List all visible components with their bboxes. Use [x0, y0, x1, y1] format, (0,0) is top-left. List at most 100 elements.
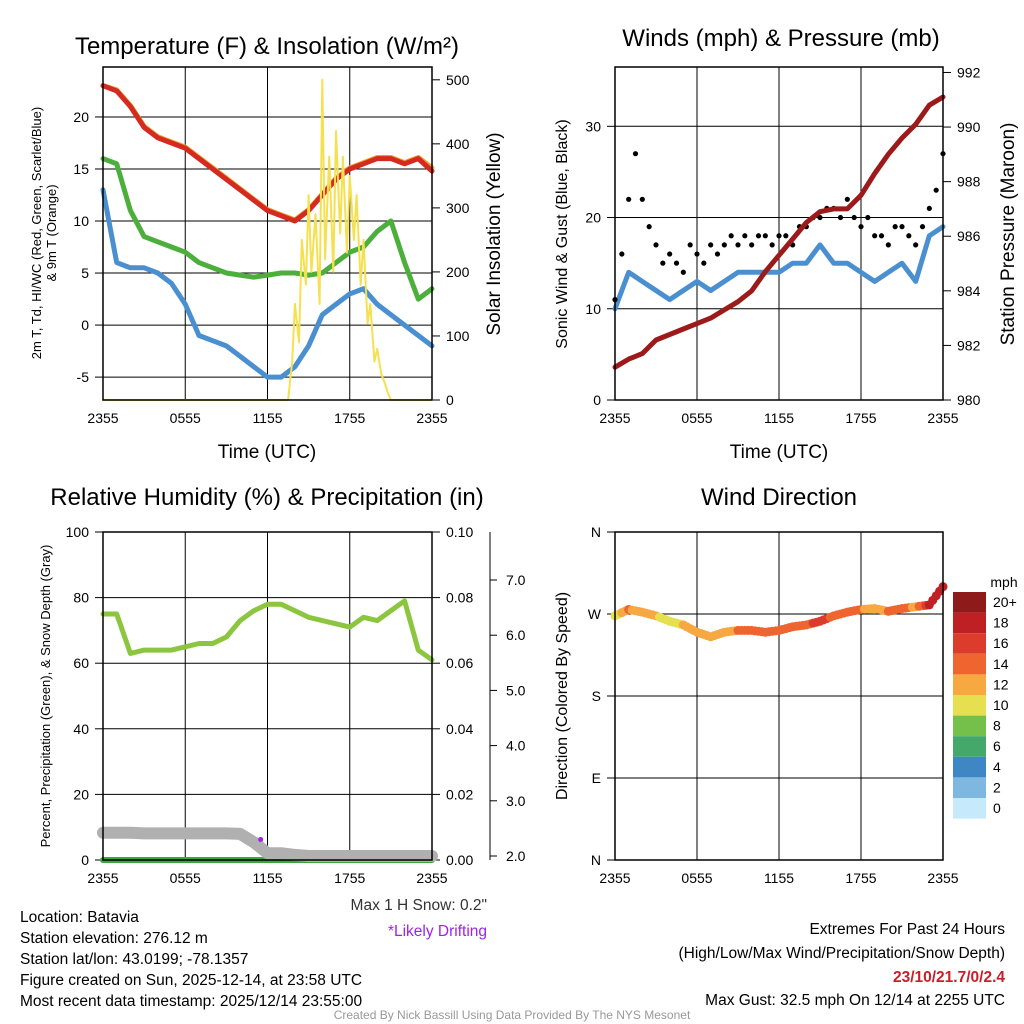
chart0-y2-tick-label: 400: [446, 136, 470, 152]
chart1-y-tick-label: 0: [593, 392, 601, 408]
chart3-y-tick-label: S: [592, 688, 601, 704]
chart1-series-gust-point: [926, 205, 932, 212]
chart3-legend-label: 2: [993, 779, 1001, 795]
chart1-x-tick-label: 2355: [927, 410, 958, 426]
chart0-series-9m-t-line: [100, 83, 435, 224]
chart2-y2-tick-label: 0.10: [446, 524, 473, 540]
chart3-legend-swatch: [953, 715, 986, 737]
chart1-series-gust-point: [667, 251, 673, 257]
chart1-series-gust-point: [619, 251, 625, 257]
chart1-series-gust-point: [906, 233, 912, 239]
chart3-legend-swatch: [953, 612, 986, 634]
chart2-plot-frame: [102, 531, 433, 861]
location-text: Location: Batavia: [20, 909, 139, 926]
chart3-legend-label: 16: [993, 635, 1009, 651]
chart0-plot-frame: [102, 66, 433, 401]
chart3-legend-label: 8: [993, 718, 1001, 734]
chart1-y2-tick-label: 992: [957, 64, 981, 80]
chart2-x-tick-label: 1155: [252, 870, 282, 886]
chart1-series-gust-point: [892, 224, 898, 230]
chart1-y2-tick-label: 986: [957, 228, 981, 244]
chart3-legend-swatch: [953, 633, 986, 654]
chart3-legend-swatch: [953, 798, 986, 819]
chart3-legend-swatch: [953, 777, 986, 798]
chart1-series-gust-point: [755, 233, 762, 239]
chart1-series-gust-point: [762, 233, 768, 239]
chart3-legend-label: 20+: [993, 594, 1017, 610]
chart2-x-tick-label: 2355: [416, 870, 447, 886]
chart1-series-gust-point: [653, 242, 659, 248]
chart1-y2-tick-label: 984: [957, 283, 981, 299]
chart1-series-gust-point: [885, 242, 891, 248]
temp-y-label-2: & 9m T (Orange): [44, 184, 59, 281]
chart3-legend-swatch: [953, 736, 986, 757]
chart0-x-tick-label: 2355: [87, 410, 118, 426]
temp-y2-label: Solar Insolation (Yellow): [484, 132, 505, 335]
created-text: Figure created on Sun, 2025-12-14, at 23…: [20, 972, 362, 989]
chart1-series-gust-point: [878, 233, 885, 239]
chart2-x-tick-label: 1755: [334, 870, 365, 886]
chart1-series-gust-point: [933, 187, 939, 193]
chart2-x-tick-label: 2355: [87, 870, 118, 886]
chart1-series-gust-point: [680, 269, 686, 275]
chart2-y3-tick-label: 7.0: [506, 572, 526, 588]
chart1-series-gust-point: [728, 233, 734, 239]
chart1-series-gust-point: [769, 242, 775, 248]
extremes-title: Extremes For Past 24 Hours: [809, 921, 1005, 938]
chart0-y2-tick-label: 100: [446, 328, 470, 344]
elevation-text: Station elevation: 276.12 m: [20, 930, 208, 947]
chart1-series-gust-point: [899, 224, 905, 230]
chart1-series-gust-point: [687, 242, 693, 248]
max-gust-text: Max Gust: 32.5 mph On 12/14 at 2255 UTC: [705, 992, 1005, 1009]
chart1-series-gust-point: [673, 260, 680, 266]
chart2-y2-tick-label: 0.04: [446, 721, 473, 737]
chart0-y-tick-label: 5: [81, 265, 89, 281]
chart2-y3-tick-label: 4.0: [506, 738, 526, 754]
chart1-series-gust-point: [776, 233, 782, 239]
chart1-series-gust-point: [639, 196, 645, 202]
chart1-series-gust-point: [694, 251, 700, 257]
chart2-x-tick-label: 0555: [170, 870, 201, 886]
chart3-x-tick-label: 2355: [927, 870, 958, 886]
chart1-y2-tick-label: 980: [957, 392, 981, 408]
chart3-legend-title: mph: [990, 574, 1017, 590]
chart3-y-tick-label: N: [591, 524, 601, 540]
chart3-y-tick-label: E: [592, 770, 601, 786]
chart3-y-tick-label: N: [591, 852, 601, 868]
chart1-x-tick-label: 1155: [764, 410, 794, 426]
chart1-y2-tick-label: 990: [957, 119, 981, 135]
chart2-y2-tick-label: 0.02: [446, 786, 473, 802]
chart3-legend-swatch: [953, 674, 986, 695]
chart1-series-gust-point: [817, 214, 823, 221]
chart2-y3-tick-label: 6.0: [506, 627, 526, 643]
chart0-series-hi-wc-line: [100, 187, 435, 380]
extremes-subtitle: (High/Low/Max Wind/Precipitation/Snow De…: [679, 945, 1006, 962]
chart1-y-tick-label: 20: [585, 210, 601, 226]
chart3-x-tick-label: 2355: [599, 870, 630, 886]
chart1-series-gust-point: [721, 242, 727, 248]
chart2-y3-tick-label: 5.0: [506, 682, 526, 698]
chart1-series-gust-point: [913, 242, 919, 248]
chart1-series-sonic-wind-line: [612, 224, 946, 312]
chart0-y2-tick-label: 200: [446, 264, 470, 280]
wind-chart-title: Winds (mph) & Pressure (mb): [622, 25, 939, 52]
chart2-y3-tick-label: 3.0: [506, 793, 526, 809]
chart1-x-tick-label: 1755: [845, 410, 876, 426]
chart1-series-gust-point: [626, 196, 632, 202]
recent-data-text: Most recent data timestamp: 2025/12/14 2…: [20, 993, 362, 1010]
chart1-series-gust-point: [872, 233, 878, 239]
chart1-series-gust-point: [708, 242, 714, 248]
chart3-legend-label: 6: [993, 738, 1001, 754]
chart1-y2-tick-label: 982: [957, 337, 981, 353]
chart1-series-gust-point: [783, 233, 789, 239]
chart3-y-tick-label: W: [588, 606, 602, 622]
chart3-x-tick-label: 1155: [764, 870, 794, 886]
chart0-x-tick-label: 2355: [416, 410, 447, 426]
chart0-y-tick-label: -5: [77, 369, 90, 385]
chart0-x-tick-label: 1155: [252, 410, 282, 426]
chart3-legend-label: 10: [993, 697, 1009, 713]
winddir-chart-title: Wind Direction: [701, 484, 857, 511]
chart1-series-gust-point: [844, 196, 850, 202]
chart1-series-gust-point: [749, 242, 755, 248]
temp-x-label: Time (UTC): [218, 442, 317, 463]
